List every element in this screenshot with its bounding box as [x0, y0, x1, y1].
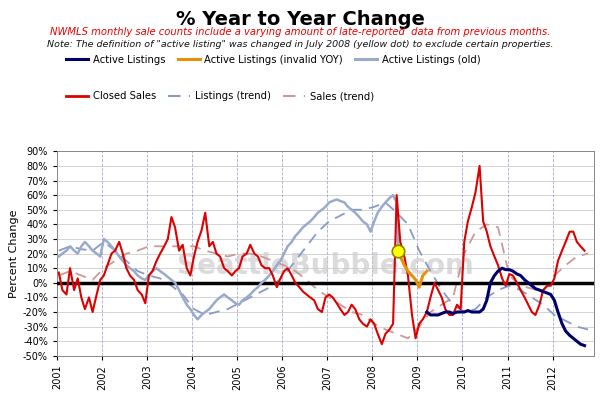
Text: NWMLS monthly sale counts include a varying amount of late-reported  data from p: NWMLS monthly sale counts include a vary…: [50, 27, 550, 36]
Legend: Closed Sales, Listings (trend), Sales (trend): Closed Sales, Listings (trend), Sales (t…: [62, 88, 378, 106]
Y-axis label: Percent Change: Percent Change: [9, 209, 19, 298]
Text: SeattleBubble.com: SeattleBubble.com: [177, 252, 474, 280]
Text: % Year to Year Change: % Year to Year Change: [176, 10, 424, 29]
Text: Note: The definition of "active listing" was changed in July 2008 (yellow dot) t: Note: The definition of "active listing"…: [47, 40, 553, 49]
